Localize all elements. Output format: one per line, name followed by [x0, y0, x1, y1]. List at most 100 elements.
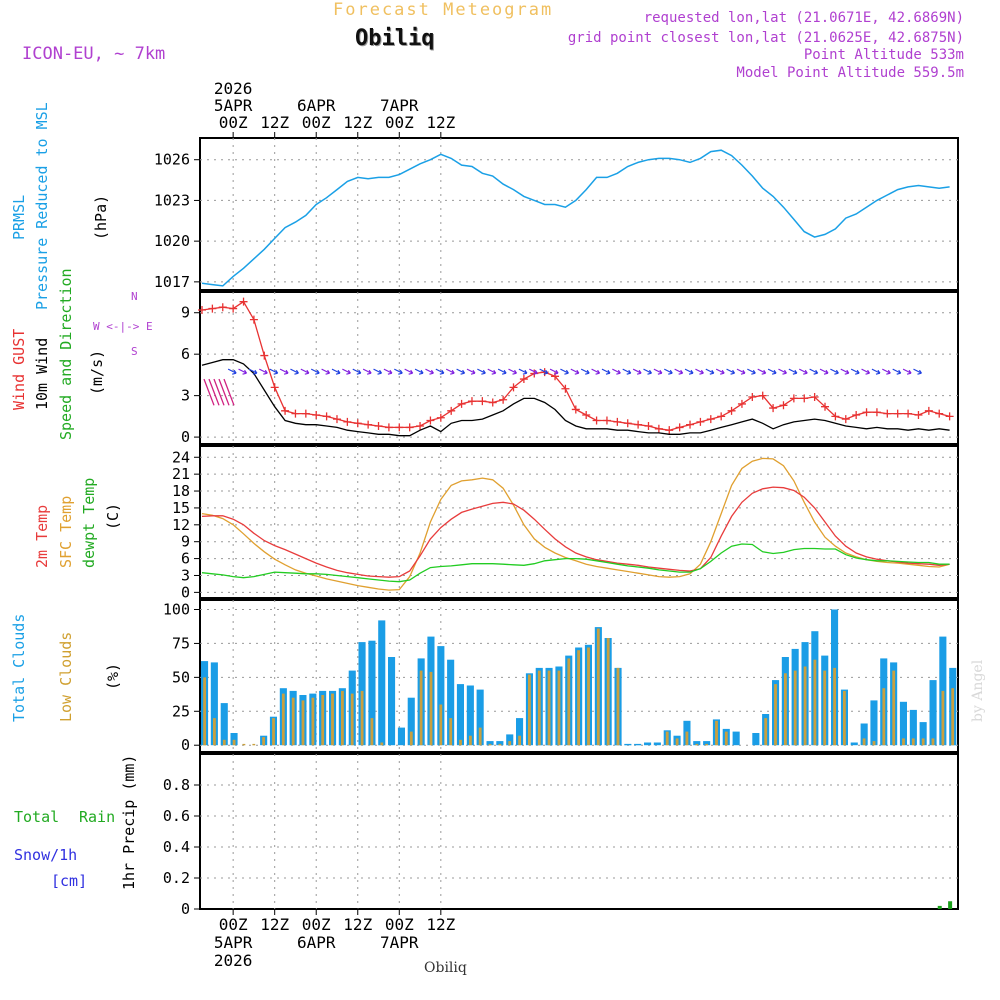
low-cloud-bar	[557, 670, 561, 746]
gust-hatch	[223, 378, 235, 406]
total-cloud-bar	[486, 741, 494, 746]
low-cloud-bar	[301, 700, 305, 746]
gust-point	[644, 422, 653, 431]
low-cloud-bar	[449, 718, 453, 746]
ytick-label: 0.2	[163, 869, 190, 887]
wind-arrow	[425, 368, 434, 375]
wind-arrow	[892, 368, 902, 375]
gust-point	[904, 409, 913, 418]
wind-arrow	[497, 368, 507, 375]
ytick-label: 0.6	[163, 807, 190, 825]
wind-arrow	[632, 368, 642, 375]
total-cloud-bar	[850, 742, 858, 746]
gust-point	[395, 423, 404, 432]
pressure-line	[201, 149, 950, 287]
wind-arrow	[840, 368, 850, 375]
low-cloud-bar	[321, 695, 325, 746]
low-cloud-bar	[439, 704, 443, 746]
gust-point	[436, 413, 445, 422]
total-cloud-bar	[899, 701, 907, 746]
gust-point	[478, 397, 487, 406]
wind-arrow	[477, 368, 486, 375]
total-cloud-bar	[752, 733, 760, 746]
gust-point	[208, 304, 217, 313]
gust-point	[924, 406, 933, 415]
panel-frame	[199, 445, 959, 599]
wind-arrow	[238, 368, 248, 375]
total-cloud-bar	[634, 743, 642, 746]
gust-point	[613, 417, 622, 426]
wind-arrow	[227, 368, 237, 375]
low-cloud-bar	[232, 739, 236, 746]
ytick-label: 75	[172, 634, 190, 652]
wind-arrow	[622, 368, 632, 375]
low-cloud-bar	[951, 688, 955, 746]
time-label-bottom: 12Z	[343, 915, 372, 934]
low-cloud-bar	[823, 670, 827, 746]
low-cloud-bar	[793, 670, 797, 746]
wind-arrow	[757, 368, 767, 375]
ytick-label: 6	[181, 550, 190, 568]
wind-arrow	[715, 368, 725, 375]
ytick-label: 0	[181, 736, 190, 754]
gust-point	[218, 303, 227, 312]
wind-arrow	[653, 368, 663, 375]
gust-point	[301, 409, 310, 418]
gust-point	[821, 402, 830, 411]
ytick-label: 21	[172, 465, 190, 483]
total-cloud-bar	[437, 646, 445, 746]
wind-arrow	[362, 368, 372, 375]
wind-arrow	[809, 368, 819, 375]
total-cloud-bar	[496, 741, 504, 746]
low-cloud-bar	[222, 739, 226, 746]
wind-arrow	[487, 368, 497, 375]
low-cloud-bar	[311, 697, 315, 746]
gust-point	[935, 409, 944, 418]
gust-point	[229, 304, 238, 313]
time-label-top: 5APR	[214, 96, 253, 115]
gust-point	[872, 408, 881, 417]
ytick-label: 18	[172, 482, 190, 500]
low-cloud-bar	[498, 743, 502, 746]
wind-arrow	[300, 368, 310, 375]
wind-arrow	[529, 368, 538, 375]
wind-arrow	[342, 368, 351, 375]
gust-point	[499, 395, 508, 404]
ytick-label: 6	[181, 345, 190, 363]
low-cloud-bar	[862, 738, 866, 746]
low-cloud-bar	[528, 674, 531, 746]
wind-arrow	[290, 368, 299, 375]
gust-point	[862, 408, 871, 417]
gust-point	[800, 394, 809, 403]
gust-point	[416, 422, 425, 431]
wind-arrow	[850, 368, 860, 375]
gust-point	[686, 420, 695, 429]
wind-arrow	[331, 368, 341, 375]
time-label-bottom: 6APR	[297, 933, 336, 952]
gust-point	[281, 406, 290, 415]
gust-point	[852, 410, 861, 419]
gust-point	[831, 412, 840, 421]
wind-arrow	[560, 368, 569, 375]
gust-point	[488, 398, 497, 407]
low-cloud-bar	[764, 718, 768, 746]
temp2m-line	[201, 486, 950, 578]
low-cloud-bar	[606, 638, 610, 746]
low-cloud-bar	[774, 684, 777, 746]
gust-point	[769, 404, 778, 413]
wind-arrow	[767, 368, 777, 375]
gust-point	[239, 297, 248, 306]
gust-point	[592, 416, 601, 425]
panel-frame	[199, 753, 959, 910]
low-cloud-bar	[409, 731, 413, 746]
total-cloud-bar	[456, 684, 464, 746]
ytick-label: 0.8	[163, 776, 190, 794]
time-label-bottom: 12Z	[426, 915, 455, 934]
low-cloud-bar	[931, 738, 935, 746]
low-cloud-bar	[360, 690, 364, 746]
low-cloud-bar	[272, 718, 275, 746]
gust-point	[779, 401, 788, 410]
time-label-top: 12Z	[260, 113, 289, 132]
low-cloud-bar	[331, 693, 334, 746]
total-cloud-bar	[693, 741, 701, 746]
